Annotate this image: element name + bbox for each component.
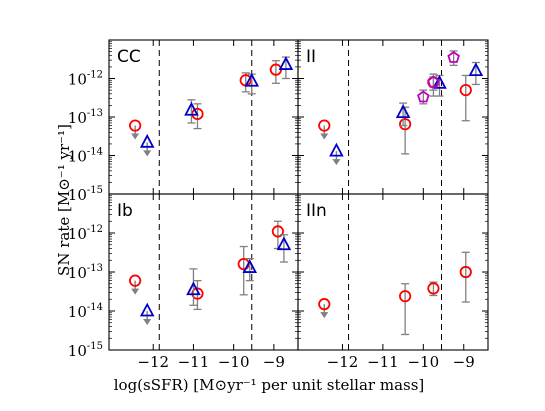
y-tick-label: 10-12	[68, 224, 103, 243]
panel-label: Ib	[117, 201, 133, 221]
triangle-marker	[186, 281, 201, 296]
circle-marker	[318, 298, 331, 311]
y-tick-label: 10-13	[68, 108, 103, 127]
x-tick-label: −10	[407, 353, 439, 371]
panel-ii: II	[297, 39, 489, 195]
x-axis-title: log(sSFR) [M⊙yr⁻¹ per unit stellar mass]	[114, 376, 425, 394]
x-tick-label: −12	[327, 353, 359, 371]
y-tick-label: 10-15	[68, 185, 103, 204]
triangle-marker	[278, 56, 294, 70]
triangle-marker	[184, 101, 199, 116]
panel-label: CC	[117, 47, 141, 67]
pentagon-marker	[427, 75, 440, 88]
upper-limit-arrow	[320, 133, 329, 140]
x-tick-label: −11	[178, 353, 210, 371]
y-tick-label: 10-13	[68, 263, 103, 282]
triangle-marker	[468, 62, 484, 77]
y-tick-label: 10-12	[68, 70, 103, 89]
pentagon-marker	[447, 50, 460, 63]
x-tick-label: −12	[137, 353, 169, 371]
y-tick-label: 10-14	[68, 302, 103, 321]
triangle-marker	[139, 302, 155, 317]
panels-group: CC 10-15 10-14 10-13 10-12 II Ib 10-15 10-14 10-1…	[68, 39, 489, 371]
triangle-marker	[395, 104, 411, 119]
circle-marker	[399, 118, 412, 131]
pentagon-marker	[417, 90, 430, 103]
circle-marker	[318, 119, 331, 132]
upper-limit-arrow	[131, 133, 140, 140]
triangle-marker	[276, 236, 292, 251]
circle-marker	[459, 83, 472, 97]
y-tick-label: 10-15	[68, 341, 103, 360]
y-tick-label: 10-14	[68, 147, 103, 166]
panel-cc: CC 10-15 10-14 10-13 10-12	[68, 39, 299, 204]
panel-ib: Ib 10-15 10-14 10-13 10-12 −12 −11 −10 −9	[68, 193, 299, 371]
panel-label: II	[306, 47, 316, 67]
panel-frame	[108, 193, 299, 351]
panel-label: IIn	[306, 201, 327, 221]
upper-limit-arrow	[143, 319, 152, 325]
circle-marker	[129, 274, 142, 287]
circle-marker	[427, 282, 440, 295]
triangle-marker	[329, 142, 344, 157]
upper-limit-arrow	[320, 312, 329, 319]
circle-marker	[399, 290, 412, 303]
circle-marker	[129, 119, 142, 132]
x-tick-label: −9	[263, 353, 285, 371]
panel-iin: IIn −12 −11 −10 −9	[297, 193, 489, 371]
upper-limit-arrow	[131, 288, 140, 295]
circle-marker	[459, 265, 472, 279]
triangle-marker	[244, 72, 260, 87]
x-tick-label: −10	[218, 353, 250, 371]
y-axis-title: SN rate [M⊙⁻¹ yr⁻¹]	[55, 124, 73, 276]
panel-frame	[297, 39, 489, 195]
circle-marker	[271, 225, 284, 238]
triangle-marker	[139, 133, 155, 148]
triangle-marker	[432, 74, 447, 89]
x-tick-label: −9	[453, 353, 475, 371]
upper-limit-arrow	[143, 150, 152, 157]
triangle-marker	[242, 259, 258, 273]
upper-limit-arrow	[332, 159, 341, 166]
x-tick-label: −11	[367, 353, 399, 371]
